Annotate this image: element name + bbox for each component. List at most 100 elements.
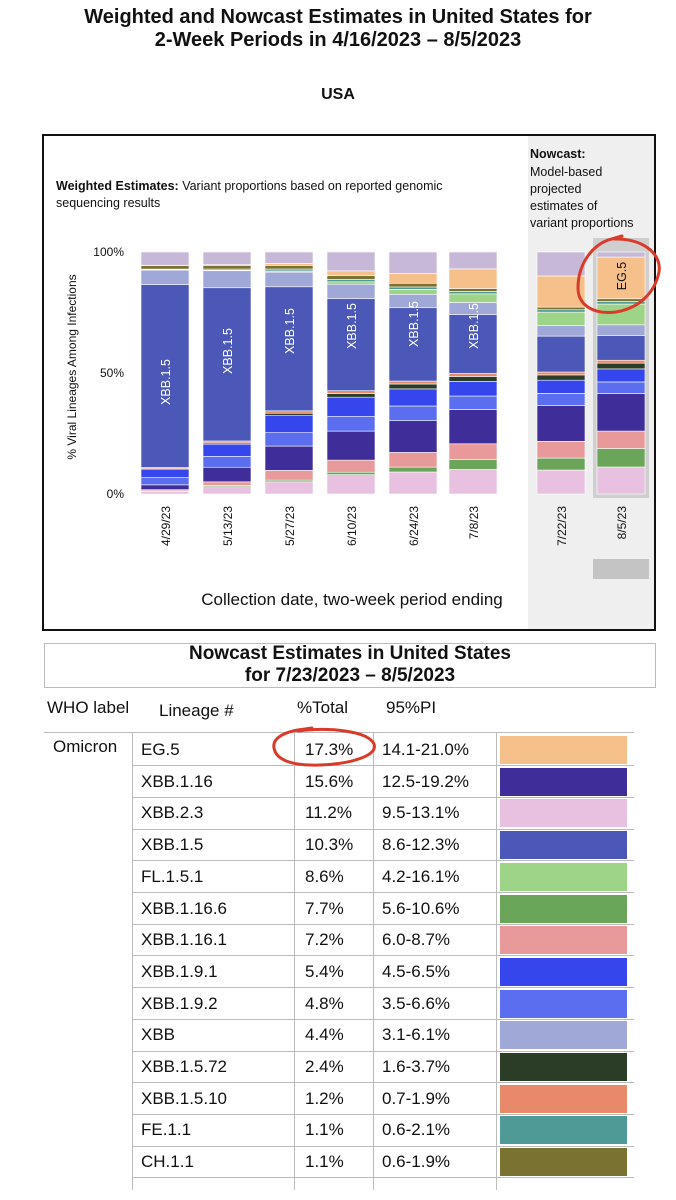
bar-segment [536,306,586,311]
nowcast-label-line: estimates of [530,199,598,213]
bar-segment [448,443,498,461]
x-axis-label: Collection date, two-week period ending [201,590,502,609]
bar-segment [596,362,646,370]
bar-segment [264,415,314,434]
column-divider-2 [294,732,295,1190]
cell-lineage: XBB.1.16.6 [141,898,228,918]
bar-segment [596,324,646,336]
header-lineage: Lineage # [159,701,234,720]
row-divider [132,987,634,989]
bar-segment [448,395,498,410]
cell-lineage: XBB.1.5.72 [141,1057,228,1076]
bar-segment [326,279,376,283]
weighted-label-bold: Weighted Estimates: [56,179,179,193]
bar-segment [448,381,498,397]
row-divider [132,1113,634,1115]
bar-segment [388,383,438,390]
header-total: %Total [297,698,349,717]
color-swatch [500,862,627,891]
bar-segment [264,271,314,288]
bar-segment [596,303,646,326]
bar-segment [536,457,586,471]
cell-lineage: FL.1.5.1 [141,866,204,886]
bar-segment [388,466,438,473]
bar-segment [596,359,646,364]
bar-segment [326,474,376,495]
bar-segment [596,251,646,258]
column-divider-3 [373,732,374,1190]
y-tick-label: 0% [107,487,125,501]
bar-segment [596,448,646,468]
table-title-line-2: for 7/23/2023 – 8/5/2023 [244,665,456,686]
cell-pi: 0.6-1.9% [382,1152,451,1172]
bar-segment [264,286,314,412]
bar-label: XBB.1.5 [345,303,359,349]
cell-pi: 3.1-6.1% [382,1025,451,1045]
cell-total: 7.2% [305,930,344,950]
color-swatch [500,1021,627,1050]
cell-pi: 4.2-16.1% [382,866,460,886]
cell-lineage: XBB.1.9.2 [141,993,218,1013]
weighted-label-rest: Variant proportions based on reported ge… [179,179,443,193]
bar-segment [388,286,438,290]
bar-segment [536,325,586,337]
cell-pi: 12.5-19.2% [382,771,469,791]
table-title-divider [44,687,656,688]
bar-segment [326,396,376,417]
highlight-column-footer [593,559,649,579]
bar-segment [448,373,498,377]
bar-segment [264,265,314,270]
table-title: Nowcast Estimates in United States for 7… [44,643,656,687]
row-divider [132,1050,634,1052]
bar-segment [596,430,646,449]
header-who-label: WHO label [47,698,130,717]
bar-segment [264,481,314,495]
bar-segment [388,405,438,421]
cell-lineage: XBB [141,1025,176,1045]
bar-segment [140,284,190,468]
chart-panel: Weighted Estimates: Variant proportions … [42,134,656,631]
bar-segment [536,379,586,394]
bar-segment [202,287,252,442]
bar-segment [326,283,376,300]
cell-pi: 3.5-6.6% [382,993,451,1013]
bar-segment [388,289,438,295]
row-divider [132,1177,634,1179]
x-tick-label: 4/29/23 [159,506,173,546]
row-divider [132,955,634,957]
bar-segment [326,281,376,285]
bar-segment [448,409,498,445]
bar-segment [388,452,438,468]
cell-lineage: XBB.1.16 [141,771,213,791]
x-tick-label: 6/10/23 [345,506,359,546]
bar-segment [388,251,438,274]
cell-total: 1.1% [305,1120,344,1140]
row-divider [132,1145,634,1147]
table-right-border [655,643,656,687]
bar-segment [388,273,438,284]
bar-segment [202,265,252,270]
row-divider [132,860,634,862]
row-divider [132,828,634,830]
cell-lineage: XBB.1.16.1 [141,930,228,950]
cell-pi: 9.5-13.1% [382,803,460,823]
cell-lineage: EG.5 [141,740,180,759]
bar-segment [140,477,190,486]
bar-segment [536,335,586,373]
bar-segment [536,440,586,459]
color-swatch [500,1084,627,1113]
bar-segment [536,371,586,376]
weighted-label-line-2: sequencing results [56,196,160,210]
bar-segment [140,468,190,478]
nowcast-label-line: variant proportions [530,216,634,230]
bar-segment [536,374,586,381]
color-swatch [500,1148,627,1177]
bar-segment [596,393,646,432]
bar-segment [202,481,252,486]
cell-total: 10.3% [305,835,354,855]
bar-segment [448,293,498,303]
cell-total: 2.4% [305,1057,344,1076]
bar-segment [264,412,314,416]
bar-segment [264,432,314,447]
title-line-1: Weighted and Nowcast Estimates in United… [84,6,592,28]
